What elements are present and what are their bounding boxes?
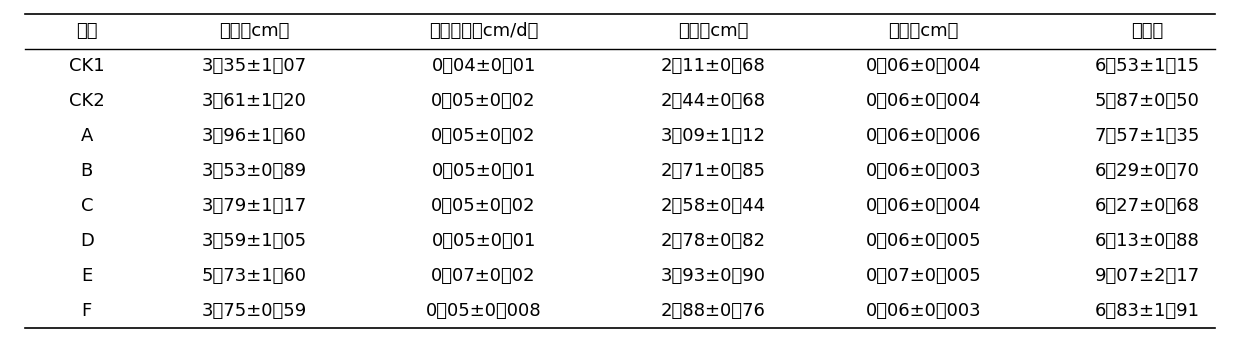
Text: C: C [81, 197, 93, 215]
Text: 0．05±0．01: 0．05±0．01 [432, 232, 536, 250]
Text: 3．09±1．12: 3．09±1．12 [661, 127, 765, 145]
Text: 0．06±0．004: 0．06±0．004 [866, 57, 982, 75]
Text: 3．53±0．89: 3．53±0．89 [202, 162, 306, 180]
Text: 0．04±0．01: 0．04±0．01 [432, 57, 536, 75]
Text: 0．05±0．02: 0．05±0．02 [432, 127, 536, 145]
Text: A: A [81, 127, 93, 145]
Text: 0．05±0．008: 0．05±0．008 [425, 302, 542, 320]
Text: 株高（cm）: 株高（cm） [219, 22, 289, 40]
Text: 6．13±0．88: 6．13±0．88 [1095, 232, 1199, 250]
Text: 0．06±0．004: 0．06±0．004 [866, 197, 982, 215]
Text: 3．35±1．07: 3．35±1．07 [202, 57, 306, 75]
Text: 3．93±0．90: 3．93±0．90 [661, 267, 765, 285]
Text: 2．78±0．82: 2．78±0．82 [661, 232, 765, 250]
Text: 6．27±0．68: 6．27±0．68 [1095, 197, 1199, 215]
Text: 6．53±1．15: 6．53±1．15 [1095, 57, 1199, 75]
Text: B: B [81, 162, 93, 180]
Text: CK2: CK2 [69, 92, 104, 110]
Text: 0．06±0．003: 0．06±0．003 [866, 302, 982, 320]
Text: 0．05±0．02: 0．05±0．02 [432, 92, 536, 110]
Text: 5．73±1．60: 5．73±1．60 [202, 267, 306, 285]
Text: 2．44±0．68: 2．44±0．68 [661, 92, 765, 110]
Text: 2．88±0．76: 2．88±0．76 [661, 302, 765, 320]
Text: D: D [79, 232, 94, 250]
Text: 处理: 处理 [76, 22, 98, 40]
Text: 3．59±1．05: 3．59±1．05 [202, 232, 306, 250]
Text: 0．06±0．004: 0．06±0．004 [866, 92, 982, 110]
Text: 2．71±0．85: 2．71±0．85 [661, 162, 765, 180]
Text: 0．07±0．005: 0．07±0．005 [866, 267, 982, 285]
Text: 2．11±0．68: 2．11±0．68 [661, 57, 765, 75]
Text: 6．29±0．70: 6．29±0．70 [1095, 162, 1199, 180]
Text: 丛幅（cm）: 丛幅（cm） [678, 22, 748, 40]
Text: 0．05±0．01: 0．05±0．01 [432, 162, 536, 180]
Text: 3．79±1．17: 3．79±1．17 [202, 197, 306, 215]
Text: 0．06±0．006: 0．06±0．006 [866, 127, 982, 145]
Text: 丛径（cm）: 丛径（cm） [889, 22, 959, 40]
Text: F: F [82, 302, 92, 320]
Text: 3．61±1．20: 3．61±1．20 [202, 92, 306, 110]
Text: 0．07±0．02: 0．07±0．02 [432, 267, 536, 285]
Text: 0．05±0．02: 0．05±0．02 [432, 197, 536, 215]
Text: 9．07±2．17: 9．07±2．17 [1095, 267, 1199, 285]
Text: 3．96±1．60: 3．96±1．60 [202, 127, 306, 145]
Text: CK1: CK1 [69, 57, 104, 75]
Text: E: E [81, 267, 93, 285]
Text: 3．75±0．59: 3．75±0．59 [202, 302, 306, 320]
Text: 0．06±0．005: 0．06±0．005 [866, 232, 982, 250]
Text: 2．58±0．44: 2．58±0．44 [661, 197, 765, 215]
Text: 生长速率（cm/d）: 生长速率（cm/d） [429, 22, 538, 40]
Text: 叶片数: 叶片数 [1131, 22, 1163, 40]
Text: 5．87±0．50: 5．87±0．50 [1095, 92, 1199, 110]
Text: 6．83±1．91: 6．83±1．91 [1095, 302, 1199, 320]
Text: 0．06±0．003: 0．06±0．003 [866, 162, 982, 180]
Text: 7．57±1．35: 7．57±1．35 [1095, 127, 1199, 145]
